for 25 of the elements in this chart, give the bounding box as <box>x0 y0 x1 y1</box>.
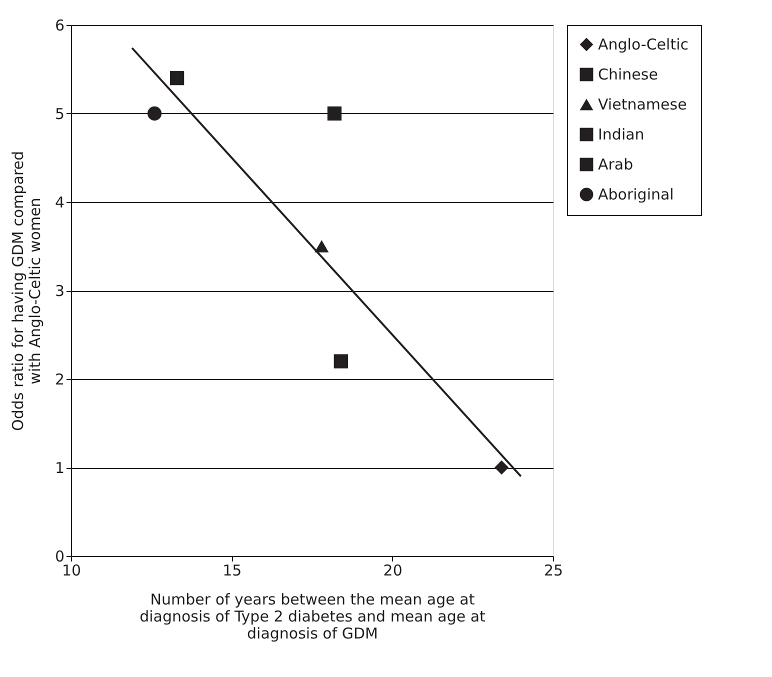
y-tick-label: 6 <box>54 16 64 34</box>
point <box>334 354 348 368</box>
y-axis-title: Odds ratio for having GDM compared with Anglo-Celtic women <box>8 151 44 431</box>
y-tick-label: 4 <box>54 194 64 212</box>
point <box>170 71 184 86</box>
y-tick-label: 1 <box>54 459 64 477</box>
x-tick-label: 10 <box>62 562 82 580</box>
x-tick-label: 25 <box>544 562 564 580</box>
y-tick-label: 5 <box>54 105 64 123</box>
y-tick-label: 3 <box>54 282 64 300</box>
legend-label: Vietnamese <box>598 96 687 114</box>
point <box>327 106 342 121</box>
point <box>494 460 509 475</box>
legend-label: Indian <box>598 126 644 144</box>
x-tick-label: 20 <box>383 562 402 580</box>
legend-label: Arab <box>598 156 634 174</box>
legend-label: Chinese <box>598 66 658 84</box>
point <box>314 240 329 252</box>
y-tick-label: 2 <box>54 370 64 388</box>
x-axis-title: Number of years between the mean age at diagnosis of Type 2 diabetes and mean age at diagnosis of GDM <box>140 590 486 642</box>
legend-label: Aboriginal <box>598 186 674 204</box>
point <box>147 106 162 121</box>
x-tick-label: 15 <box>222 562 242 580</box>
legend-label: Anglo-Celtic <box>598 36 688 54</box>
y-tick-label: 0 <box>54 548 64 566</box>
